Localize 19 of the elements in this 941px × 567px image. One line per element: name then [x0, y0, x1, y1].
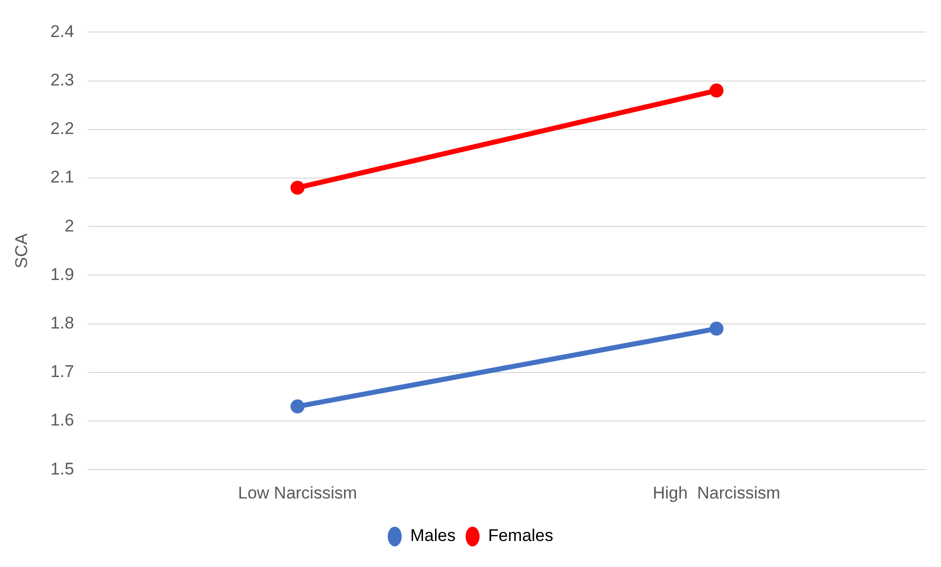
y-tick-label: 1.5 [50, 459, 74, 478]
y-tick-label: 1.8 [50, 313, 74, 332]
y-tick-label: 1.6 [50, 410, 74, 430]
y-tick-label: 2.1 [50, 168, 74, 187]
x-tick-label: Low Narcissism [238, 483, 358, 502]
point [710, 84, 724, 98]
y-tick-label: 2.4 [50, 22, 74, 41]
y-tick-label: 1.9 [50, 264, 74, 284]
y-tick-label: 2 [64, 216, 74, 236]
y-tick-label: 2.3 [50, 70, 74, 90]
legend-label: Females [488, 526, 554, 546]
legend-label: Males [410, 526, 456, 546]
point [710, 322, 724, 336]
y-axis-title: SCA [12, 232, 31, 268]
x-tick-label: High Narcissism [652, 483, 780, 502]
point [290, 180, 305, 195]
point [290, 399, 305, 414]
y-tick-label: 2.2 [50, 119, 74, 138]
y-tick-label: 1.7 [50, 362, 74, 382]
